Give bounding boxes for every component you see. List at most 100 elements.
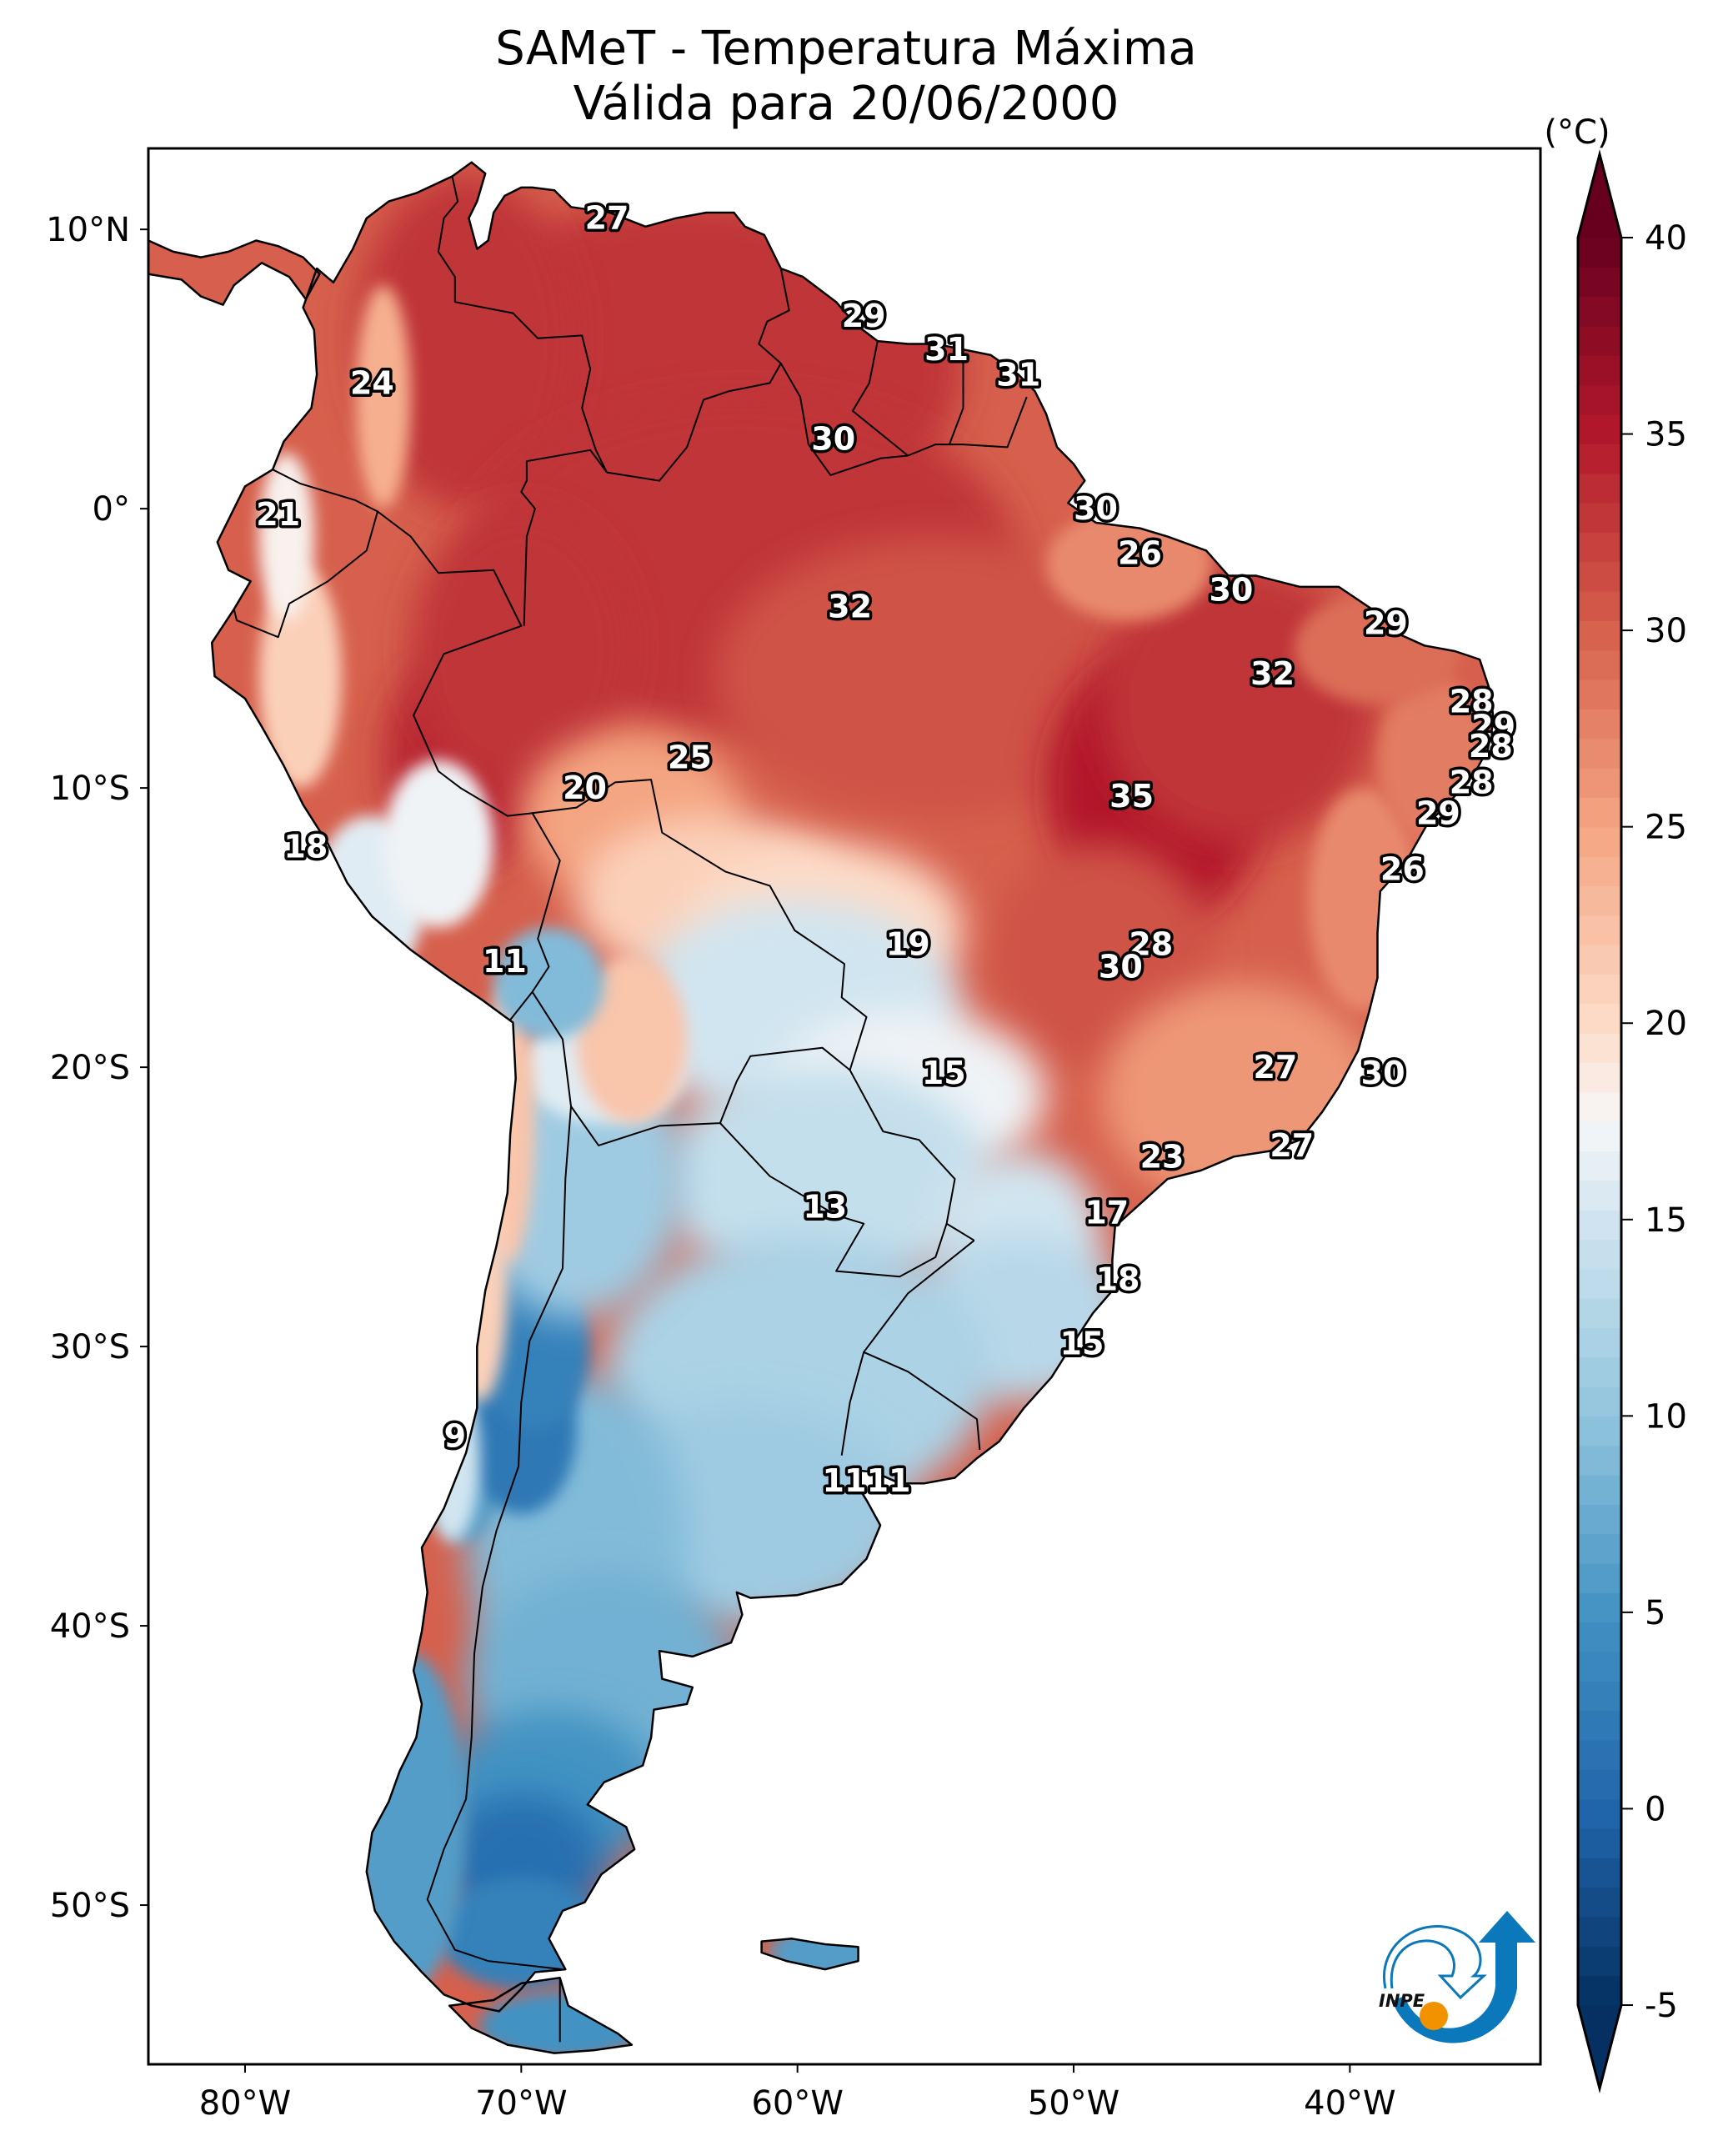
- coastline-path: [760, 1938, 859, 1971]
- contour-label: 21: [256, 496, 300, 533]
- contour-label: 15: [922, 1055, 966, 1091]
- country-border: [840, 1351, 865, 1456]
- contour-label: 15: [1060, 1326, 1104, 1362]
- colorbar-segment: [1578, 649, 1621, 680]
- colorbar-segment: [1578, 591, 1621, 621]
- contour-label: 32: [828, 588, 872, 624]
- y-tick-label: 20°S: [50, 1049, 130, 1087]
- logo-text: INPE: [1379, 1991, 1425, 2011]
- field-patch: [576, 955, 688, 1124]
- logo-sun-icon: [1420, 2002, 1448, 2030]
- colorbar-segment: [1578, 1210, 1621, 1240]
- contour-label: 23: [1140, 1138, 1185, 1175]
- colorbar-segment: [1578, 355, 1621, 386]
- colorbar-segment: [1578, 620, 1621, 651]
- country-border: [863, 1240, 981, 1451]
- colorbar-tick-label: 0: [1645, 1790, 1665, 1828]
- coastline-path: [448, 1976, 634, 2054]
- contour-label: 28: [1450, 683, 1494, 720]
- colorbar-segment: [1578, 326, 1621, 356]
- contour-label: 18: [283, 828, 328, 865]
- logo-swirl-icon: [1383, 1925, 1487, 2000]
- contour-label: 31: [996, 356, 1040, 393]
- field-patch: [355, 173, 577, 509]
- colorbar-segment: [1578, 1946, 1621, 1977]
- contour-label: 20: [563, 770, 607, 806]
- coastline-path: [148, 239, 321, 306]
- contour-label: 18: [1096, 1261, 1140, 1298]
- colorbar-segment: [1578, 1121, 1621, 1151]
- colorbar-segment: [1578, 1386, 1621, 1416]
- country-border: [779, 363, 1028, 476]
- field-patch: [383, 760, 494, 928]
- colorbar-segment: [1578, 1740, 1621, 1770]
- colorbar-segment: [1578, 679, 1621, 709]
- chart-title: SAMeT - Temperatura Máxima: [495, 22, 1197, 76]
- field-patch: [410, 509, 632, 789]
- y-tick-label: 50°S: [50, 1887, 130, 1925]
- x-tick-label: 40°W: [1304, 2084, 1395, 2123]
- colorbar-tick-label: -5: [1645, 1987, 1678, 2025]
- colorbar-segment: [1578, 384, 1621, 415]
- country-border: [946, 1222, 975, 1241]
- country-border: [948, 349, 964, 445]
- y-tick-label: 30°S: [50, 1328, 130, 1366]
- colorbar-segment: [1578, 1239, 1621, 1270]
- chart-subtitle: Válida para 20/06/2000: [573, 77, 1119, 131]
- colorbar-segment: [1578, 1033, 1621, 1063]
- contour-label: 27: [585, 200, 629, 237]
- contour-label: 29: [1364, 604, 1408, 641]
- country-border: [719, 1070, 956, 1278]
- country-border: [437, 176, 608, 474]
- colorbar-segment: [1578, 826, 1621, 857]
- contour-label: 9: [444, 1417, 466, 1454]
- contour-label: 26: [1380, 850, 1425, 887]
- contour-label: 25: [668, 739, 712, 775]
- colorbar-tick-label: 15: [1645, 1201, 1687, 1240]
- colorbar-segment: [1578, 1622, 1621, 1652]
- inpe-logo: INPE: [1379, 1911, 1535, 2043]
- colorbar-segment: [1578, 1062, 1621, 1093]
- contour-label: 30: [1361, 1055, 1405, 1091]
- colorbar-segment: [1578, 1533, 1621, 1564]
- field-patch: [258, 564, 342, 789]
- colorbar-tick-label: 25: [1645, 809, 1687, 847]
- field-patch: [355, 285, 411, 509]
- colorbar-segment: [1578, 709, 1621, 740]
- colorbar-segment: [1578, 1091, 1621, 1122]
- contour-label: 19: [886, 926, 930, 963]
- colorbar-segment: [1578, 1445, 1621, 1476]
- colorbar-tick-label: 20: [1645, 1005, 1687, 1043]
- colorbar-extend-min: [1578, 2005, 1621, 2088]
- colorbar-tick-label: 40: [1645, 219, 1687, 258]
- x-tick-label: 60°W: [751, 2084, 843, 2123]
- colorbar-segment: [1578, 797, 1621, 828]
- colorbar-segment: [1578, 1003, 1621, 1034]
- y-tick-label: 10°S: [50, 770, 130, 808]
- contour-label: 29: [1471, 708, 1515, 745]
- colorbar-segment: [1578, 1975, 1621, 2006]
- colorbar-segment: [1578, 532, 1621, 563]
- x-tick-label: 70°W: [475, 2084, 567, 2123]
- colorbar-segment: [1578, 1652, 1621, 1682]
- contour-label: 30: [1209, 571, 1253, 608]
- x-axis: 80°W 70°W 60°W 50°W 40°W: [199, 2064, 1396, 2123]
- colorbar-segment: [1578, 738, 1621, 769]
- colorbar-segment: [1578, 267, 1621, 298]
- country-border: [377, 510, 533, 817]
- colorbar-segment: [1578, 1180, 1621, 1211]
- x-tick-label: 80°W: [199, 2084, 291, 2123]
- colorbar-segment: [1578, 1151, 1621, 1181]
- contour-label: 11: [483, 943, 527, 980]
- country-border: [520, 449, 608, 626]
- contour-label: 27: [1270, 1127, 1314, 1164]
- colorbar-tick-label: 10: [1645, 1397, 1687, 1436]
- colorbar-segment: [1578, 856, 1621, 886]
- colorbar-segment: [1578, 915, 1621, 945]
- contour-label: 35: [1109, 778, 1154, 815]
- colorbar-segment: [1578, 885, 1621, 916]
- coastline: [148, 161, 1495, 2054]
- field-patch: [493, 927, 604, 1040]
- country-border: [426, 1106, 572, 1971]
